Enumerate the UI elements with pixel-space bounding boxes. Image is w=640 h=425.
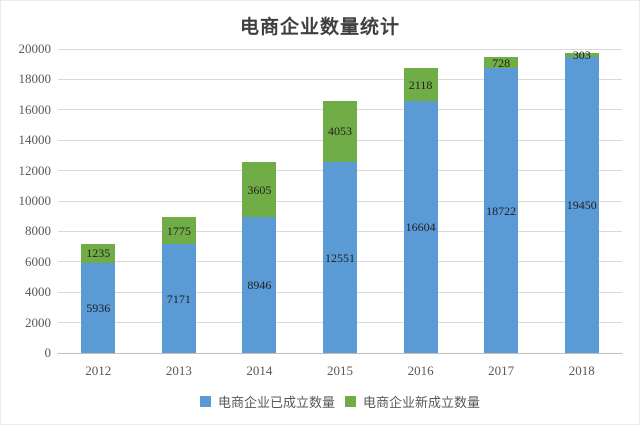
bar-segment-established [242, 217, 277, 353]
bar-value-label: 12551 [325, 250, 355, 265]
bar-segment-established [484, 68, 519, 353]
y-axis-tick-label: 0 [44, 345, 52, 360]
bar-segment-new [81, 244, 116, 263]
x-axis-tick-label: 2012 [85, 363, 112, 378]
legend-item-new: 电商企业新成立数量 [345, 392, 480, 411]
bar-segment-new [564, 52, 599, 58]
bar-value-label: 16604 [405, 219, 436, 234]
bar-value-label: 3605 [247, 182, 272, 197]
y-axis-tick-label: 6000 [25, 253, 51, 269]
bar-value-label: 303 [572, 48, 591, 63]
legend: 电商企业已成立数量 电商企业新成立数量 [58, 392, 622, 411]
bar-value-label: 728 [492, 55, 511, 70]
bar-value-label: 4053 [328, 124, 352, 139]
bar-segment-established [564, 57, 599, 353]
bar-segment-new [161, 217, 196, 244]
bar-value-label: 5936 [86, 300, 111, 315]
chart-title: 电商企业数量统计 [239, 17, 400, 38]
y-axis-tick-label: 8000 [25, 223, 51, 239]
y-axis-tick-label: 16000 [18, 101, 52, 117]
bar-segment-new [403, 68, 438, 101]
x-axis-tick-label: 2014 [246, 363, 273, 378]
x-axis-tick-label: 2016 [407, 363, 434, 378]
gridline [58, 48, 622, 50]
y-axis-tick-label: 4000 [25, 284, 51, 300]
y-axis-tick-label: 2000 [25, 314, 51, 330]
gridline [58, 78, 622, 80]
legend-label-established: 电商企业已成立数量 [217, 395, 335, 410]
y-axis-tick-label: 14000 [18, 132, 52, 148]
bar-segment-new [323, 100, 357, 163]
x-axis-line [58, 352, 622, 354]
x-axis-tick-label: 2015 [327, 363, 353, 378]
bar-value-label: 1775 [166, 223, 191, 238]
bar-value-label: 1235 [86, 246, 111, 261]
legend-swatch-established-icon [199, 396, 211, 407]
legend-label-new: 电商企业新成立数量 [363, 395, 481, 410]
y-axis-tick-label: 12000 [18, 162, 52, 178]
y-axis-tick-label: 20000 [18, 41, 52, 56]
legend-swatch-new-icon [345, 396, 356, 407]
legend-item-established: 电商企业已成立数量 [199, 392, 335, 411]
plot-area: 5936 1235 7171 1775 8946 3605 12551 4053 16604 21… [58, 48, 622, 354]
bar-segment-established [403, 100, 438, 353]
bar-value-label: 19450 [566, 198, 597, 213]
y-axis-tick-label: 18000 [18, 71, 52, 87]
bar-value-label: 18722 [486, 203, 517, 218]
x-axis-tick-label: 2017 [488, 363, 515, 378]
bar-segment-new [484, 57, 519, 69]
x-axis-tick-label: 2013 [165, 363, 192, 378]
y-axis-tick-label: 10000 [18, 193, 52, 208]
bar-value-label: 8946 [247, 278, 272, 292]
bar-segment-established [323, 162, 357, 353]
bar-value-label: 2118 [408, 77, 433, 92]
bar-segment-new [242, 162, 277, 217]
x-axis-tick-label: 2018 [568, 363, 595, 378]
bar-segment-established [161, 244, 196, 353]
bar-value-label: 7171 [166, 291, 191, 306]
bar-segment-established [81, 262, 116, 353]
